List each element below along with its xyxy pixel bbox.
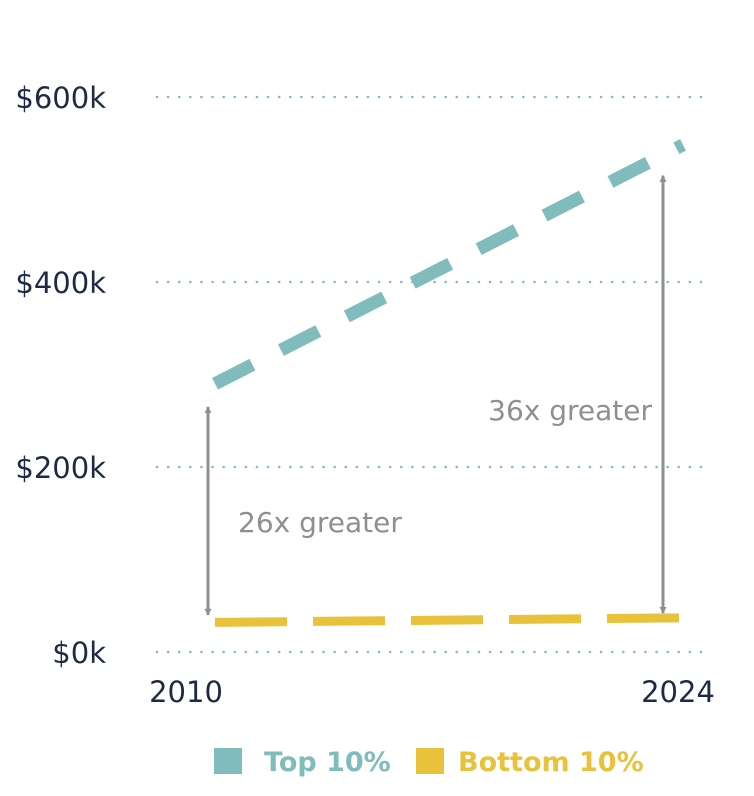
annotations: 26x greater 36x greater	[204, 174, 667, 616]
annotation-2010-text: 26x greater	[238, 506, 402, 539]
legend-item-bottom-10-label: Bottom 10%	[458, 747, 644, 778]
y-tick-label: $200k	[15, 451, 106, 485]
legend-item-bottom-10-swatch	[416, 748, 444, 774]
legend-item-top-10-label: Top 10%	[264, 747, 391, 778]
x-axis-tick-labels: 2010 2024	[149, 675, 715, 709]
legend-item-top-10-swatch	[214, 748, 242, 774]
series-lines	[212, 139, 686, 627]
legend: Top 10% Bottom 10%	[214, 747, 644, 778]
y-tick-label: $600k	[15, 81, 106, 115]
x-tick-label: 2024	[641, 675, 715, 709]
gridlines	[155, 95, 714, 654]
y-axis-tick-labels: $0k $200k $400k $600k	[15, 81, 106, 670]
y-tick-label: $0k	[52, 636, 106, 670]
y-tick-label: $400k	[15, 266, 106, 300]
x-tick-label: 2010	[149, 675, 223, 709]
series-line-top-10	[212, 139, 686, 390]
series-line-bottom-10	[214, 613, 684, 627]
annotation-2024-text: 36x greater	[488, 394, 652, 427]
